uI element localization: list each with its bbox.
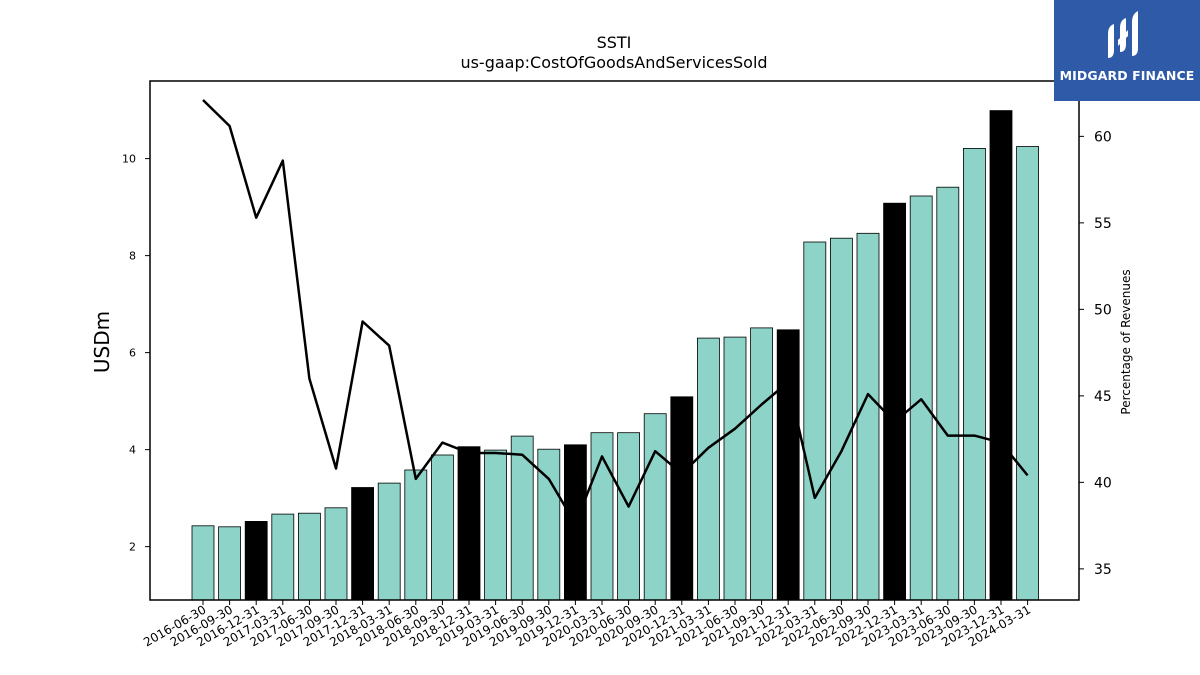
bar-2019-03-31	[484, 449, 508, 601]
y2-tick-label: 55	[1094, 216, 1112, 232]
y-axis-label: USDm	[90, 311, 114, 373]
y2-tick-label: 60	[1094, 129, 1112, 145]
bar-2020-12-31	[670, 396, 694, 601]
y-tick-label: 8	[129, 250, 136, 263]
bar-2022-03-31	[803, 241, 827, 601]
bar-2022-06-30	[830, 237, 853, 601]
y-axis-left: 2 4 6 8 10	[122, 153, 150, 554]
y2-tick-label: 35	[1094, 562, 1112, 578]
y-tick-label: 4	[129, 444, 136, 457]
bar-2018-12-31	[457, 446, 481, 601]
line-group	[202, 99, 1029, 526]
y-tick-label: 2	[129, 541, 136, 554]
bars-group	[191, 110, 1039, 601]
plot-frame	[149, 80, 1080, 601]
bar-2018-06-30	[404, 469, 428, 601]
logo-text: MIDGARD FINANCE	[1059, 68, 1195, 83]
bar-2016-12-31	[244, 521, 268, 601]
bar-2023-03-31	[909, 195, 933, 601]
bar-2021-03-31	[697, 337, 720, 601]
bar-2021-09-30	[750, 327, 773, 601]
bar-2023-12-31	[989, 110, 1013, 601]
percentage-line	[202, 99, 1029, 526]
bar-2018-09-30	[430, 454, 454, 601]
bar-2023-09-30	[963, 147, 986, 601]
bar-2016-09-30	[218, 526, 242, 601]
bar-2020-09-30	[643, 413, 667, 601]
bar-2021-06-30	[723, 336, 747, 601]
chart-title: SSTI	[597, 33, 632, 52]
bar-2023-06-30	[936, 186, 960, 601]
y-tick-label: 10	[122, 153, 136, 166]
bar-2022-09-30	[856, 232, 880, 601]
bar-2017-09-30	[324, 507, 348, 601]
y-axis-right: 35 40 45 50 55 60	[1079, 129, 1112, 578]
bar-2016-06-30	[191, 525, 215, 601]
bar-2021-12-31	[776, 329, 800, 601]
logo-mark-icon	[1108, 11, 1138, 58]
bar-2017-03-31	[271, 513, 295, 601]
x-axis: 2016-06-302016-09-302016-12-312017-03-31…	[141, 600, 1033, 649]
bar-2017-12-31	[351, 487, 375, 601]
bar-2020-06-30	[617, 432, 640, 601]
bar-2018-03-31	[377, 482, 401, 601]
y2-axis-label: Percentage of Revenues	[1119, 269, 1133, 414]
bar-2022-12-31	[883, 202, 906, 601]
y2-tick-label: 45	[1094, 389, 1112, 405]
chart-subtitle: us-gaap:CostOfGoodsAndServicesSold	[460, 53, 767, 72]
y2-tick-label: 40	[1094, 475, 1112, 491]
y2-tick-label: 50	[1094, 302, 1112, 318]
bar-2017-06-30	[297, 512, 321, 601]
brand-logo: MIDGARD FINANCE	[1054, 0, 1200, 101]
y-tick-label: 6	[129, 347, 136, 360]
bar-2024-03-31	[1016, 146, 1039, 601]
